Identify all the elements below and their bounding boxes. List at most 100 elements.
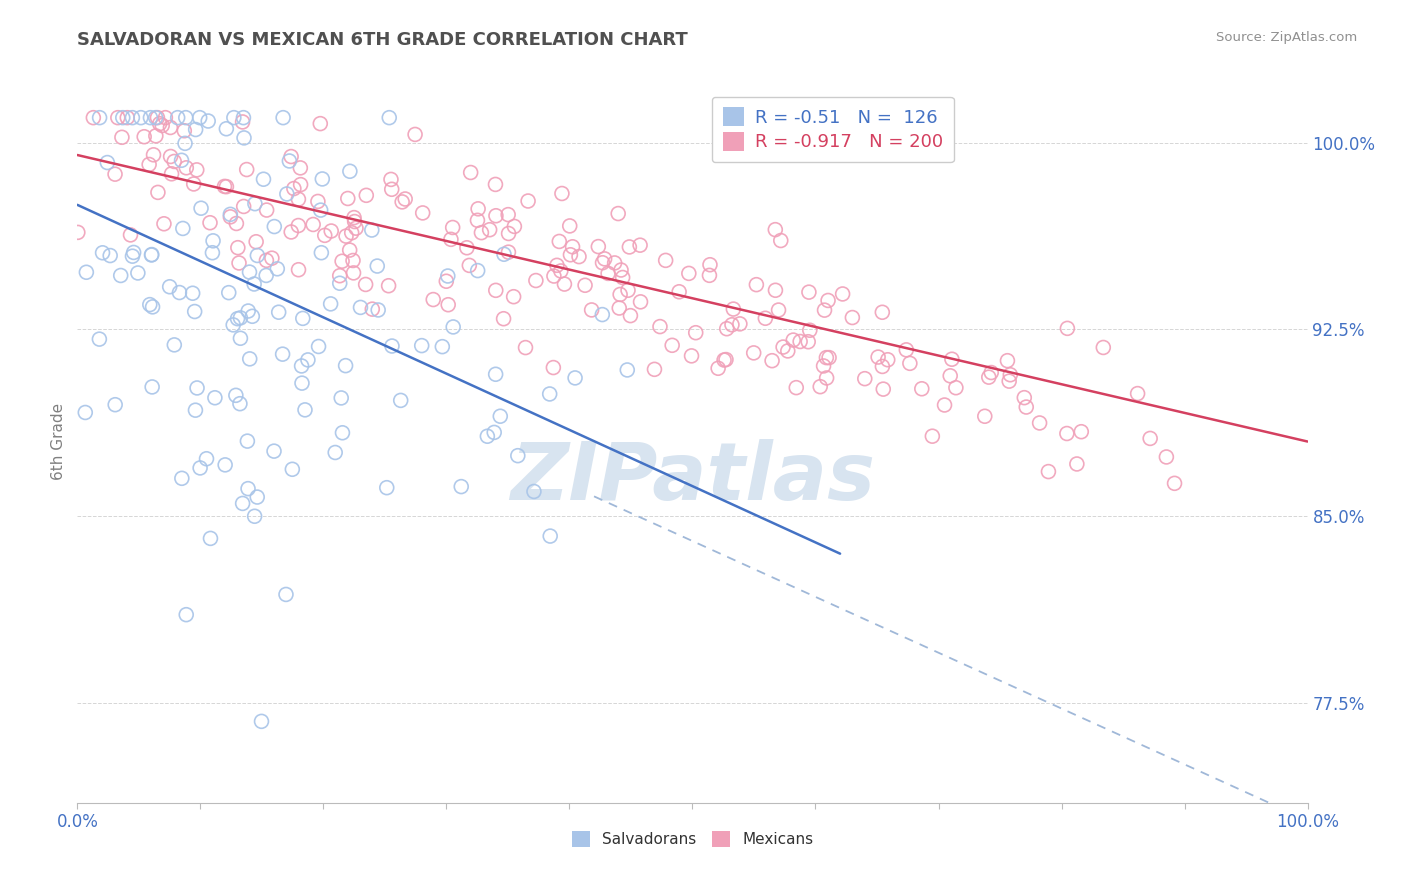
Point [785, 381, 807, 395]
Point [186, 162, 208, 177]
Point [174, 607, 197, 622]
Point [280, 149, 302, 163]
Point [308, 339, 330, 353]
Point [188, 461, 211, 475]
Point [685, 326, 707, 340]
Point [551, 186, 574, 201]
Point [603, 256, 626, 270]
Point [609, 287, 631, 301]
Point [813, 359, 835, 373]
Point [254, 253, 277, 268]
Point [238, 304, 260, 318]
Point [911, 382, 934, 396]
Point [129, 111, 152, 125]
Point [98, 248, 121, 262]
Point [596, 266, 619, 280]
Point [96, 155, 118, 169]
Point [607, 301, 630, 315]
Point [222, 111, 245, 125]
Point [441, 320, 464, 334]
Point [139, 111, 162, 125]
Point [110, 268, 132, 283]
Point [228, 256, 250, 270]
Point [190, 201, 212, 215]
Point [183, 304, 205, 318]
Point [797, 334, 820, 349]
Point [170, 471, 193, 485]
Point [233, 131, 256, 145]
Point [799, 323, 821, 337]
Point [592, 256, 614, 270]
Point [278, 153, 301, 168]
Point [302, 218, 325, 232]
Point [229, 397, 252, 411]
Point [761, 353, 783, 368]
Point [628, 238, 651, 252]
Point [271, 347, 294, 361]
Point [921, 429, 943, 443]
Point [141, 248, 163, 262]
Point [467, 213, 489, 227]
Point [75, 265, 97, 279]
Point [561, 240, 583, 254]
Point [1028, 416, 1050, 430]
Point [309, 117, 332, 131]
Point [159, 120, 181, 135]
Point [183, 177, 205, 191]
Point [437, 298, 460, 312]
Point [150, 119, 173, 133]
Point [553, 277, 575, 291]
Point [266, 261, 288, 276]
Point [437, 268, 460, 283]
Point [232, 115, 254, 129]
Text: SALVADORAN VS MEXICAN 6TH GRADE CORRELATION CHART: SALVADORAN VS MEXICAN 6TH GRADE CORRELAT… [77, 31, 688, 49]
Point [617, 283, 640, 297]
Point [568, 250, 591, 264]
Point [853, 372, 876, 386]
Point [104, 167, 127, 181]
Point [815, 351, 838, 365]
Point [607, 206, 630, 220]
Point [290, 178, 312, 192]
Point [332, 425, 354, 440]
Point [120, 227, 142, 242]
Point [945, 381, 967, 395]
Point [366, 259, 388, 273]
Point [202, 234, 225, 248]
Point [477, 429, 499, 443]
Point [330, 254, 353, 268]
Point [543, 360, 565, 375]
Point [184, 403, 207, 417]
Point [276, 186, 298, 201]
Point [121, 249, 143, 263]
Point [391, 194, 413, 209]
Point [668, 285, 690, 299]
Point [335, 359, 357, 373]
Point [111, 130, 134, 145]
Point [394, 192, 416, 206]
Point [808, 379, 831, 393]
Point [256, 202, 278, 217]
Point [232, 496, 254, 510]
Point [998, 374, 1021, 388]
Point [378, 111, 401, 125]
Point [141, 380, 163, 394]
Point [252, 172, 274, 186]
Point [339, 243, 361, 257]
Point [1038, 465, 1060, 479]
Point [1015, 400, 1038, 414]
Point [314, 228, 336, 243]
Point [485, 368, 508, 382]
Point [329, 277, 352, 291]
Point [498, 227, 520, 241]
Point [349, 301, 371, 315]
Point [432, 340, 454, 354]
Point [214, 179, 236, 194]
Point [215, 179, 238, 194]
Point [831, 287, 853, 301]
Point [291, 376, 314, 391]
Point [716, 322, 738, 336]
Point [236, 434, 259, 449]
Point [389, 393, 412, 408]
Point [287, 192, 309, 206]
